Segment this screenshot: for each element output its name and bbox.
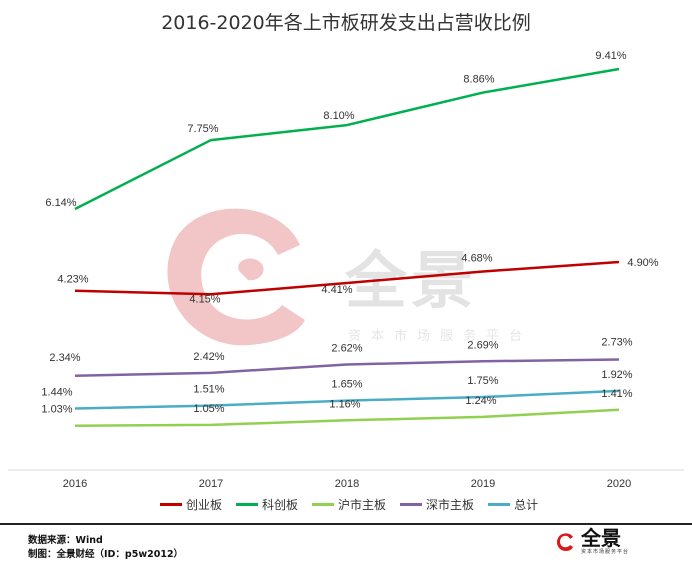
legend-item: 总计 (488, 496, 538, 513)
data-label: 4.41% (321, 284, 352, 296)
data-label: 1.03% (41, 404, 72, 416)
data-label: 8.86% (463, 74, 494, 86)
logo-mark-icon (556, 532, 573, 551)
data-label: 2.62% (331, 342, 362, 354)
data-label: 1.51% (193, 384, 224, 396)
footer-divider (0, 523, 692, 525)
data-label: 1.75% (467, 375, 498, 387)
chart-title: 2016-2020年各上市板研发支出占营收比例 (161, 12, 531, 34)
data-label: 1.65% (331, 379, 362, 391)
x-tick-label: 2017 (199, 478, 223, 490)
data-label: 1.92% (601, 369, 632, 381)
legend-swatch (160, 503, 182, 506)
data-label: 2.69% (467, 339, 498, 351)
data-label: 8.10% (323, 110, 354, 122)
legend-swatch (312, 503, 335, 506)
series-line-4 (74, 358, 620, 378)
data-label: 6.14% (45, 197, 76, 209)
series-line-1 (74, 260, 620, 296)
chart-legend: 创业板 科创板 沪市主板 深市主板 总计 (160, 496, 538, 513)
watermark-tagline: 资本市场服务平台 (348, 329, 533, 344)
data-source: 数据来源：Wind (28, 535, 103, 546)
series-line-5 (74, 389, 620, 410)
legend-label: 创业板 (186, 498, 223, 512)
x-tick-label: 2019 (471, 478, 495, 490)
footer-source-block: 数据来源：Wind 制图：全景财经（ID：p5w2012） (28, 534, 183, 562)
legend-item: 创业板 (160, 496, 222, 513)
x-tick-label: 2020 (607, 478, 631, 490)
legend-item: 科创板 (236, 496, 298, 513)
logo-text: 全景 (581, 526, 621, 550)
data-label: 4.68% (461, 252, 492, 264)
legend-item: 深市主板 (400, 496, 474, 513)
legend-swatch (400, 503, 423, 506)
data-label: 1.44% (41, 387, 72, 399)
legend-swatch (236, 503, 259, 506)
x-tick-label: 2016 (63, 478, 87, 490)
data-label: 4.90% (627, 257, 658, 269)
footer-logo: 全景 资本市场服务平台 (555, 528, 629, 555)
series-line-3 (74, 408, 620, 427)
chart-credit: 制图：全景财经（ID：p5w2012） (28, 549, 184, 560)
data-label: 1.41% (601, 388, 632, 400)
data-label: 1.16% (329, 398, 360, 410)
data-label: 4.15% (189, 293, 220, 305)
data-label: 2.42% (193, 351, 224, 363)
data-label: 2.34% (49, 352, 80, 364)
data-label: 1.05% (193, 403, 224, 415)
legend-label: 科创板 (262, 498, 299, 512)
data-label: 7.75% (187, 123, 218, 135)
legend-label: 沪市主板 (338, 498, 387, 512)
legend-swatch (488, 503, 511, 506)
data-label: 9.41% (595, 50, 626, 62)
x-tick-label: 2018 (335, 478, 359, 490)
data-label: 2.73% (601, 336, 632, 348)
series-line-2 (74, 67, 620, 211)
legend-item: 沪市主板 (312, 496, 386, 513)
data-label: 4.23% (57, 274, 88, 286)
data-label: 1.24% (465, 395, 496, 407)
legend-label: 深市主板 (426, 498, 475, 512)
logo-tagline: 资本市场服务平台 (581, 549, 630, 555)
legend-label: 总计 (514, 498, 539, 512)
